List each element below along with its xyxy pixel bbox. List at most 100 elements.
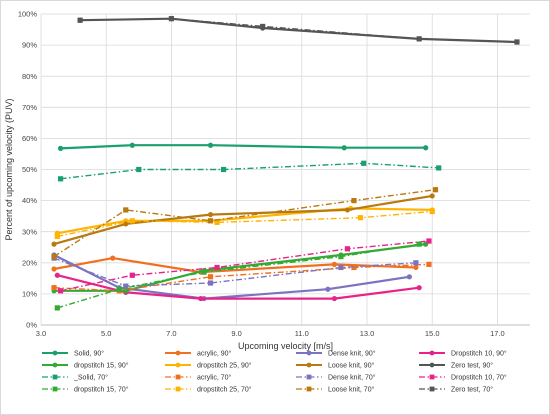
series (51, 193, 435, 247)
data-point (338, 253, 344, 260)
legend-swatch-marker (306, 374, 312, 380)
legend-item: dropstitch 15, 70° (42, 386, 129, 394)
data-point (51, 253, 57, 260)
x-tick-label: 9.0 (231, 329, 241, 338)
legend-label: dropstitch 15, 90° (74, 362, 129, 370)
series-line (53, 263, 429, 292)
legend-label: _Solid, 70° (73, 374, 108, 382)
legend-swatch-marker (429, 386, 435, 392)
data-point (123, 283, 129, 289)
data-point (429, 193, 435, 199)
data-point (51, 266, 57, 272)
data-point (416, 241, 422, 247)
data-point (351, 198, 357, 204)
y-tick-label: 40% (22, 196, 37, 205)
legend-item: Loose knit, 70° (296, 386, 375, 394)
data-point (129, 142, 135, 148)
data-point (436, 165, 442, 171)
data-point (198, 295, 204, 302)
legend-label: acrylic, 90° (197, 350, 232, 358)
series (54, 272, 422, 302)
legend-label: acrylic, 70° (197, 374, 232, 382)
legend-swatch-marker (52, 362, 58, 368)
series (57, 160, 442, 182)
data-point (341, 145, 347, 151)
series (77, 16, 520, 45)
series-lines (51, 16, 520, 311)
legend-swatch-marker (306, 350, 312, 356)
legend: Solid, 90° acrylic, 90° Dense knit, 90° Dro… (42, 350, 507, 394)
legend-label: dropstitch 25, 90° (197, 362, 252, 370)
data-point (325, 286, 331, 292)
legend-item: Dropstitch 10, 90° (419, 350, 507, 358)
data-point (207, 211, 214, 218)
legend-item: dropstitch 25, 90° (165, 362, 252, 370)
data-point (351, 264, 357, 271)
data-point (57, 176, 64, 182)
data-point (123, 288, 129, 294)
series (54, 208, 435, 239)
legend-label: Dropstitch 10, 90° (451, 350, 507, 358)
data-point (214, 264, 220, 271)
data-point (406, 274, 412, 280)
legend-swatch-marker (429, 374, 435, 380)
data-point (413, 260, 419, 266)
data-point (54, 233, 60, 239)
data-point (207, 274, 214, 280)
data-point (129, 218, 135, 224)
legend-swatch-marker (175, 350, 181, 356)
data-point (207, 142, 214, 148)
series (54, 241, 422, 311)
data-point (77, 17, 83, 23)
data-point (357, 215, 364, 221)
data-point (110, 255, 116, 261)
y-tick-label: 30% (22, 227, 37, 236)
x-tick-label: 5.0 (101, 329, 111, 338)
legend-item: Zero test, 90° (419, 362, 493, 370)
legend-item: Solid, 90° (42, 350, 104, 358)
legend-item: Dropstitch 10, 70° (419, 374, 507, 382)
legend-item: Dense knit, 90° (296, 350, 376, 358)
data-point (432, 187, 439, 193)
data-point (214, 219, 220, 225)
data-point (116, 286, 122, 292)
series-line (53, 257, 416, 287)
series (57, 238, 432, 294)
legend-label: dropstitch 15, 70° (74, 386, 129, 394)
legend-item: acrylic, 90° (165, 350, 232, 358)
data-point (426, 261, 432, 267)
axes: 0% 10% 20% 30% 40% 50% 60% 70% 80% 90% 100% 3.0 5.0 7… (18, 10, 530, 338)
y-tick-label: 0% (26, 321, 37, 330)
data-point (123, 207, 129, 213)
data-point (331, 295, 337, 302)
data-point (57, 288, 64, 294)
data-point (361, 160, 367, 166)
y-tick-label: 80% (22, 72, 37, 81)
x-tick-label: 7.0 (166, 329, 176, 338)
legend-swatch-marker (429, 362, 435, 368)
x-axis-title: Upcoming velocity [m/s] (238, 341, 333, 351)
data-point (51, 285, 57, 291)
data-point (207, 218, 214, 224)
y-tick-label: 100% (18, 10, 38, 19)
legend-swatch-marker (306, 386, 312, 392)
legend-swatch-marker (52, 374, 58, 380)
data-point (51, 241, 57, 247)
legend-item: dropstitch 25, 70° (165, 386, 252, 394)
data-point (331, 261, 337, 267)
data-point (338, 264, 344, 271)
series (57, 142, 429, 151)
data-point (416, 285, 422, 291)
legend-item: _Solid, 70° (42, 374, 108, 382)
legend-label: Zero test, 70° (451, 386, 493, 394)
data-point (207, 280, 214, 286)
legend-swatch-marker (52, 350, 58, 356)
legend-label: Dropstitch 10, 70° (451, 374, 507, 382)
data-point (423, 145, 429, 151)
x-tick-label: 15.0 (425, 329, 440, 338)
legend-label: Loose knit, 90° (328, 362, 375, 370)
data-point (54, 305, 60, 311)
legend-item: Dense knit, 70° (296, 374, 376, 382)
data-point (426, 238, 432, 244)
